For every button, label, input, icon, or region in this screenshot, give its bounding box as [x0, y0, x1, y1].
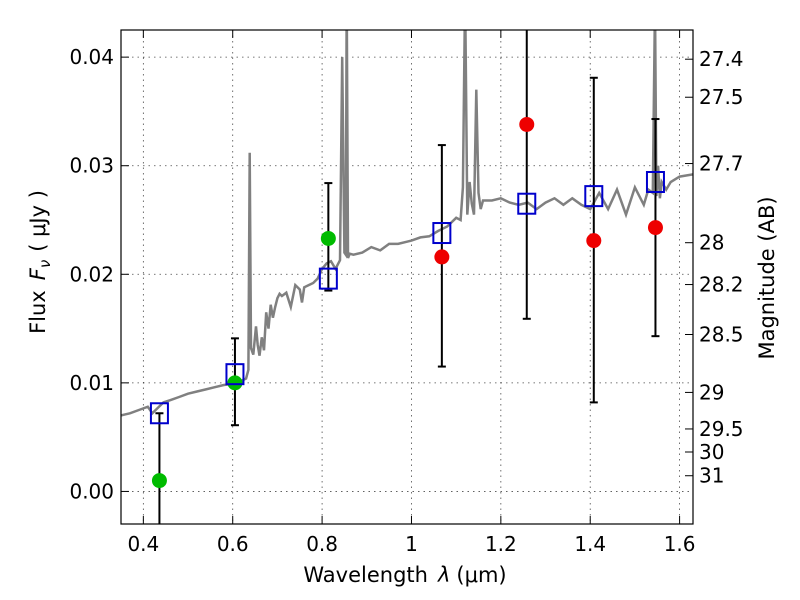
model-marker [517, 192, 537, 215]
data-point [151, 473, 167, 489]
y-axis-title: Flux Fν ( μJy ) [26, 190, 54, 334]
x-tick-label: 1.4 [574, 532, 606, 556]
magnitude-tick-label: 27.7 [699, 152, 744, 176]
data-point [434, 249, 450, 265]
x-tick-label: 0.6 [217, 532, 249, 556]
y-axis-title-symbol: F [26, 267, 50, 280]
model-marker [225, 363, 245, 386]
magnitude-tick-label: 31 [699, 464, 724, 488]
plot-background [121, 30, 693, 524]
x-axis-title-unit: (μm) [456, 563, 506, 587]
x-tick-label: 0.4 [127, 532, 159, 556]
y-tick-label: 0.01 [69, 371, 114, 395]
data-markers [149, 116, 665, 489]
magnitude-tick-label: 28.5 [699, 322, 744, 346]
y-tick-label: 0.00 [69, 479, 114, 503]
magnitude-tick-label: 29.5 [699, 417, 744, 441]
x-tick-label: 1.2 [485, 532, 517, 556]
model-marker [645, 171, 665, 193]
model-marker [149, 402, 169, 425]
x-axis-ticks: 0.4 0.6 0.8 1 1.2 1.4 1.6 [127, 30, 696, 556]
data-point [320, 230, 336, 246]
y-tick-label: 0.03 [69, 154, 114, 178]
x-tick-label: 1 [405, 532, 418, 556]
data-point [586, 233, 602, 249]
model-marker [432, 222, 452, 245]
magnitude-tick-label: 30 [699, 440, 724, 464]
y-axis-title-unit: ( μJy ) [26, 190, 50, 252]
data-point [519, 116, 535, 132]
data-point [647, 220, 663, 236]
x-axis-title-lambda: λ [437, 563, 450, 587]
data-point [227, 375, 243, 391]
magnitude-tick-label: 27.4 [699, 47, 744, 71]
magnitude-axis-title: Magnitude (AB) [755, 196, 779, 359]
spectrum-layer [121, 30, 693, 417]
y-axis-ticks: 0.00 0.01 0.02 0.03 0.04 [69, 45, 129, 503]
magnitude-tick-label: 28 [699, 231, 724, 255]
y-tick-label: 0.02 [69, 262, 114, 286]
magnitude-tick-label: 27.5 [699, 85, 744, 109]
y-axis-title-text: Flux [26, 290, 50, 334]
magnitude-tick-label: 28.2 [699, 273, 744, 297]
x-tick-label: 0.8 [306, 532, 338, 556]
plot-frame [120, 29, 694, 525]
magnitude-tick-label: 29 [699, 380, 724, 404]
x-tick-label: 1.6 [664, 532, 696, 556]
grid-lines [121, 30, 693, 524]
template-spectrum-line [121, 30, 693, 417]
y-axis-title-subscript: ν [36, 260, 54, 268]
model-marker [584, 185, 604, 208]
x-axis-title: Wavelength λ (μm) [303, 563, 506, 587]
model-marker [318, 267, 338, 290]
x-axis-title-text: Wavelength [303, 563, 428, 587]
y-tick-label: 0.04 [69, 45, 114, 69]
